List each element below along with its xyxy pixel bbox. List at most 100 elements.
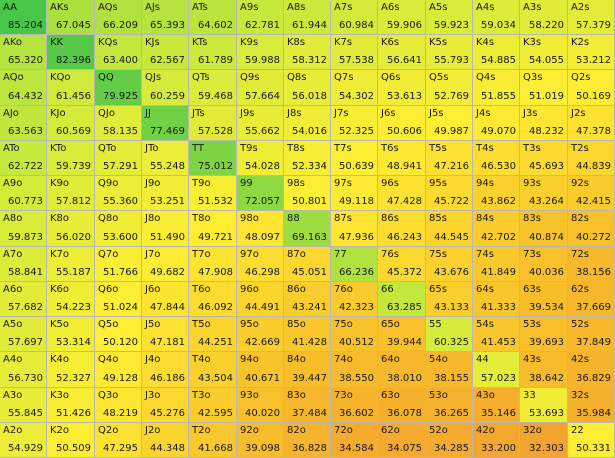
equity-value: 54.302	[339, 91, 374, 102]
heatmap-cell: A3o 55.845	[0, 388, 47, 423]
heatmap-cell: Q4o 49.128	[95, 352, 142, 388]
heatmap-cell: K7o 55.187	[47, 247, 95, 282]
hand-label: K8s	[287, 37, 306, 48]
equity-value: 55.360	[103, 196, 138, 207]
heatmap-cell: 52s 37.849	[568, 317, 615, 352]
equity-value: 39.447	[292, 373, 327, 384]
hand-label: 74o	[334, 354, 353, 365]
equity-value: 57.682	[8, 302, 43, 313]
heatmap-cell: QJs 60.259	[142, 70, 189, 106]
hand-label: QTs	[192, 72, 210, 83]
equity-value: 50.801	[292, 196, 327, 207]
equity-value: 65.393	[150, 20, 185, 31]
heatmap-cell: Q9s 57.664	[237, 70, 284, 106]
equity-value: 37.849	[576, 337, 611, 348]
equity-value: 46.092	[198, 302, 233, 313]
hand-label: 74s	[476, 249, 494, 260]
equity-value: 42.415	[576, 196, 611, 207]
hand-label: K4s	[476, 37, 495, 48]
heatmap-cell: 62s 37.669	[568, 282, 615, 317]
equity-value: 75.012	[198, 161, 233, 172]
heatmap-cell: A8o 59.873	[0, 211, 47, 247]
hand-label: KK	[50, 37, 64, 48]
equity-value: 47.216	[434, 161, 469, 172]
hand-label: 77	[334, 249, 347, 260]
hand-label: T9o	[192, 178, 211, 189]
equity-value: 33.200	[481, 443, 516, 454]
hand-label: A7o	[3, 249, 23, 260]
heatmap-cell: 87s 47.936	[331, 211, 378, 247]
heatmap-cell: 82s 40.272	[568, 211, 615, 247]
heatmap-cell: JJ 77.469	[142, 106, 189, 141]
equity-value: 59.988	[245, 55, 280, 66]
heatmap-cell: 65s 43.133	[426, 282, 473, 317]
heatmap-cell: 94s 43.862	[473, 176, 520, 211]
equity-value: 50.606	[387, 126, 422, 137]
heatmap-cell: K6s 56.641	[378, 35, 426, 70]
equity-value: 45.276	[150, 408, 185, 419]
heatmap-cell: K8s 58.312	[284, 35, 331, 70]
equity-value: 40.512	[339, 337, 374, 348]
hand-label: K7o	[50, 249, 70, 260]
equity-value: 57.812	[56, 196, 91, 207]
equity-value: 40.272	[576, 232, 611, 243]
hand-label: 72s	[571, 249, 589, 260]
hand-label: K2o	[50, 425, 70, 436]
hand-label: 85o	[287, 319, 306, 330]
equity-value: 41.668	[198, 443, 233, 454]
equity-value: 38.642	[529, 373, 564, 384]
hand-label: T8s	[287, 143, 305, 154]
equity-value: 63.400	[103, 55, 138, 66]
equity-value: 61.789	[198, 55, 233, 66]
equity-value: 62.722	[8, 161, 43, 172]
heatmap-cell: T3o 42.595	[189, 388, 237, 423]
hand-label: QJo	[98, 108, 115, 119]
heatmap-cell: 84o 39.447	[284, 352, 331, 388]
hand-label: Q6o	[98, 284, 119, 295]
equity-value: 54.885	[481, 55, 516, 66]
hand-label: J2s	[571, 108, 586, 119]
heatmap-cell: JTo 55.248	[142, 141, 189, 176]
hand-label: AJo	[3, 108, 19, 119]
hand-label: 62o	[381, 425, 400, 436]
equity-value: 47.936	[339, 232, 374, 243]
hand-label: 54s	[476, 319, 494, 330]
equity-value: 59.739	[56, 161, 91, 172]
equity-value: 46.186	[150, 373, 185, 384]
hand-label: A5o	[3, 319, 23, 330]
heatmap-cell: 63s 39.534	[520, 282, 568, 317]
hand-label: J3o	[145, 390, 161, 401]
hand-label: A5s	[429, 2, 448, 13]
equity-value: 56.020	[56, 232, 91, 243]
heatmap-cell: 55 60.325	[426, 317, 473, 352]
heatmap-cell: 43s 38.642	[520, 352, 568, 388]
equity-value: 47.844	[150, 302, 185, 313]
hand-label: KJs	[145, 37, 160, 48]
hand-label: T4s	[476, 143, 494, 154]
equity-value: 51.024	[103, 302, 138, 313]
hand-label: 86o	[287, 284, 306, 295]
heatmap-cell: 77 66.236	[331, 247, 378, 282]
equity-value: 54.223	[56, 302, 91, 313]
heatmap-cell: T6s 48.941	[378, 141, 426, 176]
equity-value: 59.923	[434, 20, 469, 31]
equity-value: 39.693	[529, 337, 564, 348]
hand-label: T6o	[192, 284, 211, 295]
hand-label: 82s	[571, 213, 589, 224]
heatmap-cell: T5o 44.251	[189, 317, 237, 352]
equity-value: 38.010	[387, 373, 422, 384]
heatmap-cell: 96o 44.491	[237, 282, 284, 317]
hand-label: 95o	[240, 319, 259, 330]
hand-label: A6s	[381, 2, 400, 13]
heatmap-cell: K9o 57.812	[47, 176, 95, 211]
hand-label: KQs	[98, 37, 118, 48]
equity-value: 53.212	[576, 55, 611, 66]
hand-label: 73s	[523, 249, 541, 260]
hand-label: AQs	[98, 2, 118, 13]
hand-label: K4o	[50, 354, 70, 365]
hand-label: J4o	[145, 354, 161, 365]
hand-label: K6o	[50, 284, 70, 295]
equity-value: 57.379	[576, 20, 611, 31]
hand-label: KTo	[50, 143, 67, 154]
hand-label: 84o	[287, 354, 306, 365]
